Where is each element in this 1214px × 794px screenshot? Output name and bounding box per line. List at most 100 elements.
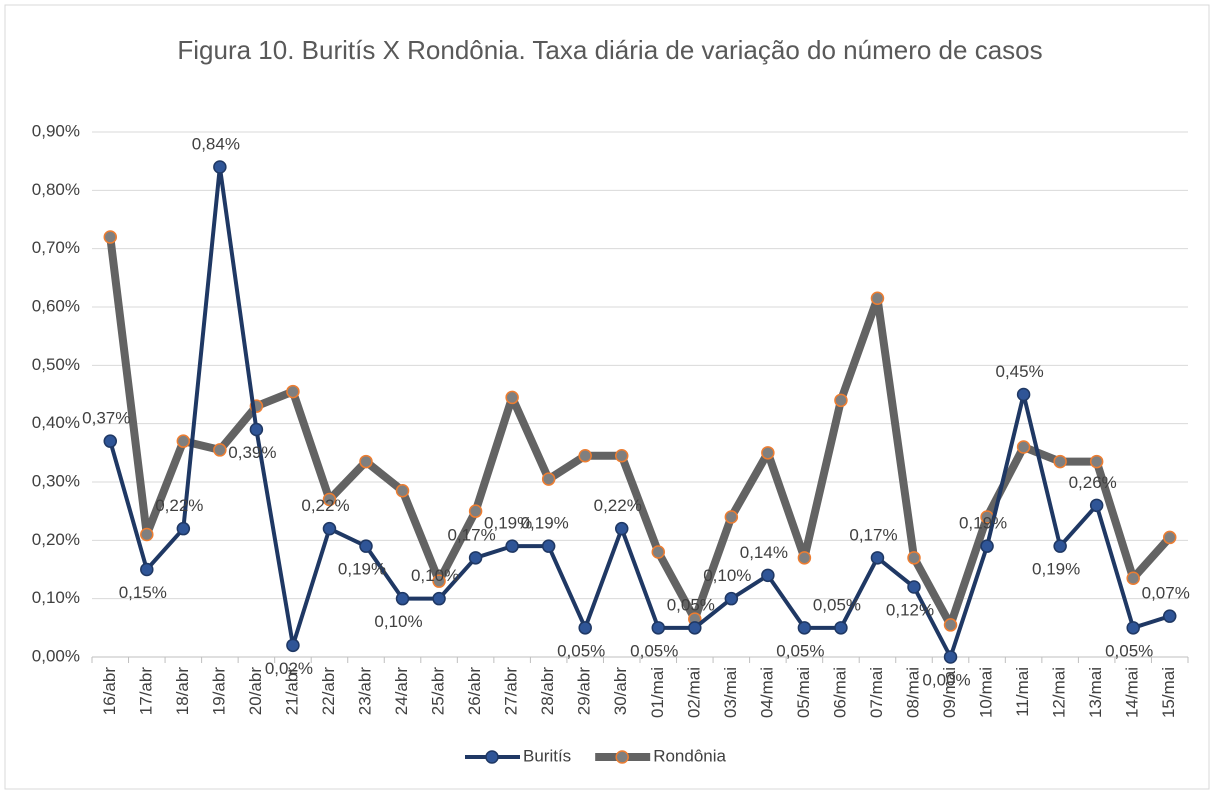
- data-label: 0,19%: [521, 514, 569, 533]
- data-label: 0,05%: [1105, 641, 1153, 660]
- point: [140, 562, 154, 577]
- point: [870, 551, 885, 565]
- point: [614, 449, 629, 463]
- x-tick-label: 10/mai: [977, 667, 996, 718]
- data-label: 0,84%: [192, 134, 240, 153]
- x-tick-label: 29/abr: [575, 667, 594, 716]
- data-label: 0,05%: [630, 641, 678, 660]
- data-label: 0,22%: [155, 496, 203, 515]
- point: [761, 568, 775, 583]
- point: [505, 539, 519, 553]
- data-label: 0,14%: [740, 543, 788, 562]
- y-tick-label: 0,10%: [32, 588, 80, 607]
- chart-title: Figura 10. Buritís X Rondônia. Taxa diár…: [177, 35, 1043, 65]
- point: [834, 393, 848, 408]
- point: [651, 621, 666, 635]
- data-label: 0,39%: [228, 443, 276, 462]
- point: [541, 472, 556, 486]
- point: [797, 551, 812, 565]
- x-tick-label: 18/abr: [173, 667, 192, 716]
- data-label: 0,15%: [119, 583, 167, 602]
- x-tick-label: 03/mai: [721, 667, 740, 718]
- point: [688, 621, 702, 635]
- series-line: [106, 236, 1173, 629]
- point: [395, 591, 410, 606]
- data-label: 0,05%: [776, 641, 824, 660]
- point: [213, 443, 227, 457]
- y-tick-label: 0,80%: [32, 180, 80, 199]
- point: [249, 422, 264, 437]
- point: [943, 618, 958, 632]
- x-tick-label: 02/mai: [684, 667, 703, 718]
- x-tick-label: 26/abr: [465, 667, 484, 716]
- point: [797, 621, 812, 635]
- point: [1162, 530, 1177, 545]
- data-label: 0,17%: [447, 525, 495, 544]
- point: [578, 449, 592, 463]
- series-line: [108, 165, 1171, 659]
- legend-marker: [485, 750, 499, 764]
- data-label: 0,17%: [849, 525, 897, 544]
- legend-marker: [615, 750, 629, 764]
- data-label: 0,05%: [813, 595, 861, 614]
- x-tick-label: 06/mai: [830, 667, 849, 718]
- point: [761, 446, 775, 460]
- point: [1089, 454, 1104, 469]
- point: [176, 434, 191, 448]
- x-tick-label: 28/abr: [538, 667, 557, 716]
- point: [541, 539, 556, 553]
- point: [140, 527, 154, 542]
- point: [724, 591, 739, 606]
- data-label: 0,05%: [667, 595, 715, 614]
- x-tick-label: 20/abr: [246, 667, 265, 716]
- point: [176, 521, 191, 536]
- legend-label: Rondônia: [653, 746, 726, 765]
- point: [614, 521, 629, 536]
- data-label: 0,00%: [922, 670, 970, 689]
- y-tick-label: 0,00%: [32, 646, 80, 665]
- point: [870, 291, 885, 305]
- point: [724, 510, 739, 524]
- x-tick-label: 30/abr: [611, 667, 630, 716]
- x-tick-label: 17/abr: [136, 667, 155, 716]
- point: [834, 621, 848, 635]
- data-label: 0,05%: [557, 641, 605, 660]
- point: [578, 621, 592, 635]
- point: [1089, 498, 1104, 513]
- point: [1053, 454, 1067, 469]
- point: [432, 574, 446, 588]
- x-tick-label: 12/mai: [1050, 667, 1069, 718]
- y-tick-label: 0,70%: [32, 238, 80, 257]
- point: [286, 384, 300, 399]
- legend-label: Buritís: [523, 746, 571, 765]
- x-tick-label: 11/mai: [1013, 667, 1032, 717]
- data-label: 0,22%: [594, 496, 642, 515]
- point: [322, 521, 337, 536]
- point: [907, 551, 921, 565]
- point: [468, 551, 483, 565]
- y-tick-label: 0,90%: [32, 121, 80, 140]
- y-tick-label: 0,40%: [32, 413, 80, 432]
- data-label: 0,22%: [301, 496, 349, 515]
- x-tick-label: 05/mai: [794, 667, 813, 718]
- data-label: 0,12%: [886, 600, 934, 619]
- point: [907, 580, 921, 594]
- point: [1053, 539, 1067, 553]
- y-tick-label: 0,30%: [32, 471, 80, 490]
- point: [103, 230, 118, 244]
- point: [103, 434, 118, 448]
- y-tick-label: 0,60%: [32, 296, 80, 315]
- data-label: 0,37%: [82, 409, 130, 428]
- x-tick-label: 22/abr: [319, 667, 338, 716]
- data-label: 0,10%: [411, 566, 459, 585]
- data-label: 0,19%: [959, 514, 1007, 533]
- y-tick-label: 0,50%: [32, 355, 80, 374]
- x-tick-label: 27/abr: [502, 667, 521, 716]
- x-tick-label: 08/mai: [903, 667, 922, 718]
- point: [213, 160, 227, 174]
- point: [943, 650, 958, 664]
- point: [1162, 609, 1177, 623]
- data-label: 0,07%: [1142, 584, 1190, 603]
